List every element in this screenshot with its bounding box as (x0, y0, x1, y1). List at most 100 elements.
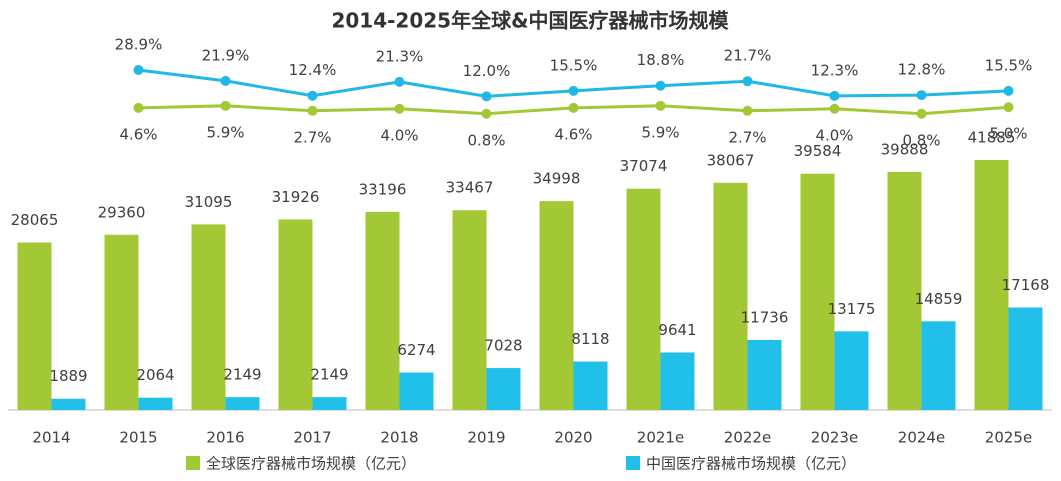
growth-label: 5.9% (206, 123, 244, 141)
data-label: 34998 (533, 170, 581, 188)
bar (452, 210, 487, 410)
data-label: 29360 (98, 203, 146, 221)
x-tick-label: 2020 (554, 429, 592, 447)
bar (660, 352, 695, 410)
growth-point (916, 90, 927, 101)
data-label: 2149 (223, 366, 261, 384)
legend-label: 中国医疗器械市场规模（亿元） (646, 455, 856, 473)
data-label: 31095 (185, 193, 233, 211)
data-label: 8118 (571, 330, 609, 348)
growth-point (307, 90, 318, 101)
data-label: 14859 (915, 290, 963, 308)
growth-label: 2.7% (728, 128, 766, 146)
bar (626, 188, 661, 410)
data-label: 41885 (968, 129, 1016, 147)
growth-point (481, 91, 492, 102)
bar (539, 201, 574, 410)
bar (51, 398, 86, 410)
growth-point (916, 108, 927, 119)
data-label: 33196 (359, 180, 407, 198)
growth-point (307, 105, 318, 116)
growth-label: 12.4% (289, 61, 337, 79)
data-label: 6274 (397, 341, 435, 359)
bar (312, 397, 347, 410)
bar (138, 397, 173, 410)
growth-point (1003, 85, 1014, 96)
legend-swatch (186, 456, 200, 470)
x-tick-label: 2016 (206, 429, 244, 447)
growth-label: 21.7% (724, 47, 772, 65)
bar (225, 397, 260, 410)
data-label: 31926 (272, 188, 320, 206)
growth-point (1003, 102, 1014, 113)
bar (834, 331, 869, 410)
x-tick-label: 2025e (985, 429, 1032, 447)
bar (399, 372, 434, 410)
x-tick-label: 2024e (898, 429, 945, 447)
x-tick-label: 2015 (119, 429, 157, 447)
data-label: 17168 (1002, 276, 1050, 294)
growth-label: 0.8% (467, 131, 505, 149)
growth-label: 5.0% (989, 125, 1027, 143)
bar (887, 171, 922, 410)
data-label: 13175 (828, 300, 876, 318)
x-tick-label: 2023e (811, 429, 858, 447)
bar (800, 173, 835, 410)
bar (17, 242, 52, 410)
bar (747, 339, 782, 410)
growth-label: 4.6% (554, 125, 592, 143)
growth-point (568, 85, 579, 96)
growth-point (829, 103, 840, 114)
growth-label: 18.8% (637, 51, 685, 69)
growth-point (568, 102, 579, 113)
growth-label: 12.8% (898, 61, 946, 79)
growth-point (481, 108, 492, 119)
data-label: 11736 (741, 308, 789, 326)
growth-point (394, 76, 405, 87)
bar (278, 219, 313, 410)
data-label: 39888 (881, 140, 929, 158)
growth-label: 4.0% (815, 126, 853, 144)
growth-label: 4.6% (119, 125, 157, 143)
growth-label: 5.9% (641, 123, 679, 141)
x-tick-label: 2021e (637, 429, 684, 447)
growth-label: 4.0% (380, 126, 418, 144)
growth-label: 2.7% (293, 128, 331, 146)
bar (713, 182, 748, 410)
x-tick-label: 2014 (32, 429, 70, 447)
x-tick-label: 2022e (724, 429, 771, 447)
growth-point (220, 75, 231, 86)
growth-label: 21.9% (202, 46, 250, 64)
data-label: 39584 (794, 142, 842, 160)
growth-point (655, 100, 666, 111)
bar (921, 321, 956, 410)
growth-point (655, 80, 666, 91)
data-label: 28065 (11, 211, 59, 229)
growth-point (829, 90, 840, 101)
growth-label: 12.0% (463, 62, 511, 80)
data-label: 37074 (620, 157, 668, 175)
bar (573, 361, 608, 410)
growth-point (133, 65, 144, 75)
bar (104, 234, 139, 410)
growth-point (742, 105, 753, 116)
data-label: 2064 (136, 366, 174, 384)
data-label: 1889 (49, 367, 87, 385)
growth-label: 21.3% (376, 47, 424, 65)
growth-point (742, 76, 753, 87)
bar (365, 211, 400, 410)
data-label: 33467 (446, 179, 494, 197)
bar (1008, 307, 1043, 410)
growth-point (133, 102, 144, 113)
x-tick-label: 2018 (380, 429, 418, 447)
data-label: 2149 (310, 366, 348, 384)
growth-label: 0.8% (902, 131, 940, 149)
chart-title: 2014-2025年全球&中国医疗器械市场规模 (331, 9, 729, 33)
growth-label: 15.5% (985, 56, 1033, 74)
growth-label: 12.3% (811, 61, 859, 79)
bar (974, 160, 1009, 410)
growth-label: 28.9% (115, 36, 163, 54)
bar (191, 224, 226, 410)
data-label: 9641 (658, 321, 696, 339)
